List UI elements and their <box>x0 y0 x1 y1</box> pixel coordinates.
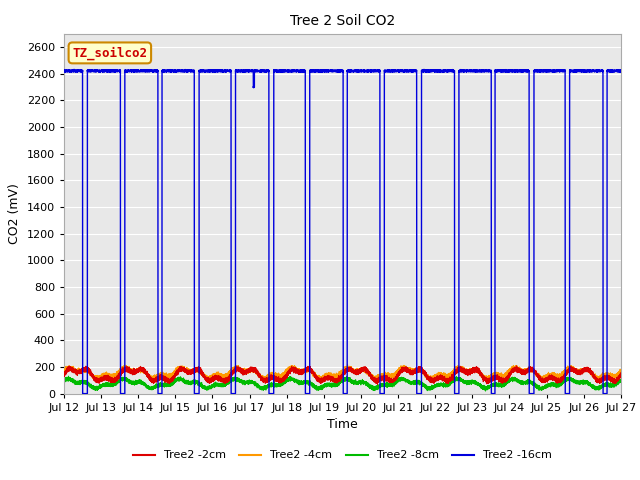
Legend: Tree2 -2cm, Tree2 -4cm, Tree2 -8cm, Tree2 -16cm: Tree2 -2cm, Tree2 -4cm, Tree2 -8cm, Tree… <box>128 446 557 465</box>
Y-axis label: CO2 (mV): CO2 (mV) <box>8 183 21 244</box>
Text: TZ_soilco2: TZ_soilco2 <box>72 46 147 60</box>
X-axis label: Time: Time <box>327 418 358 431</box>
Title: Tree 2 Soil CO2: Tree 2 Soil CO2 <box>290 14 395 28</box>
